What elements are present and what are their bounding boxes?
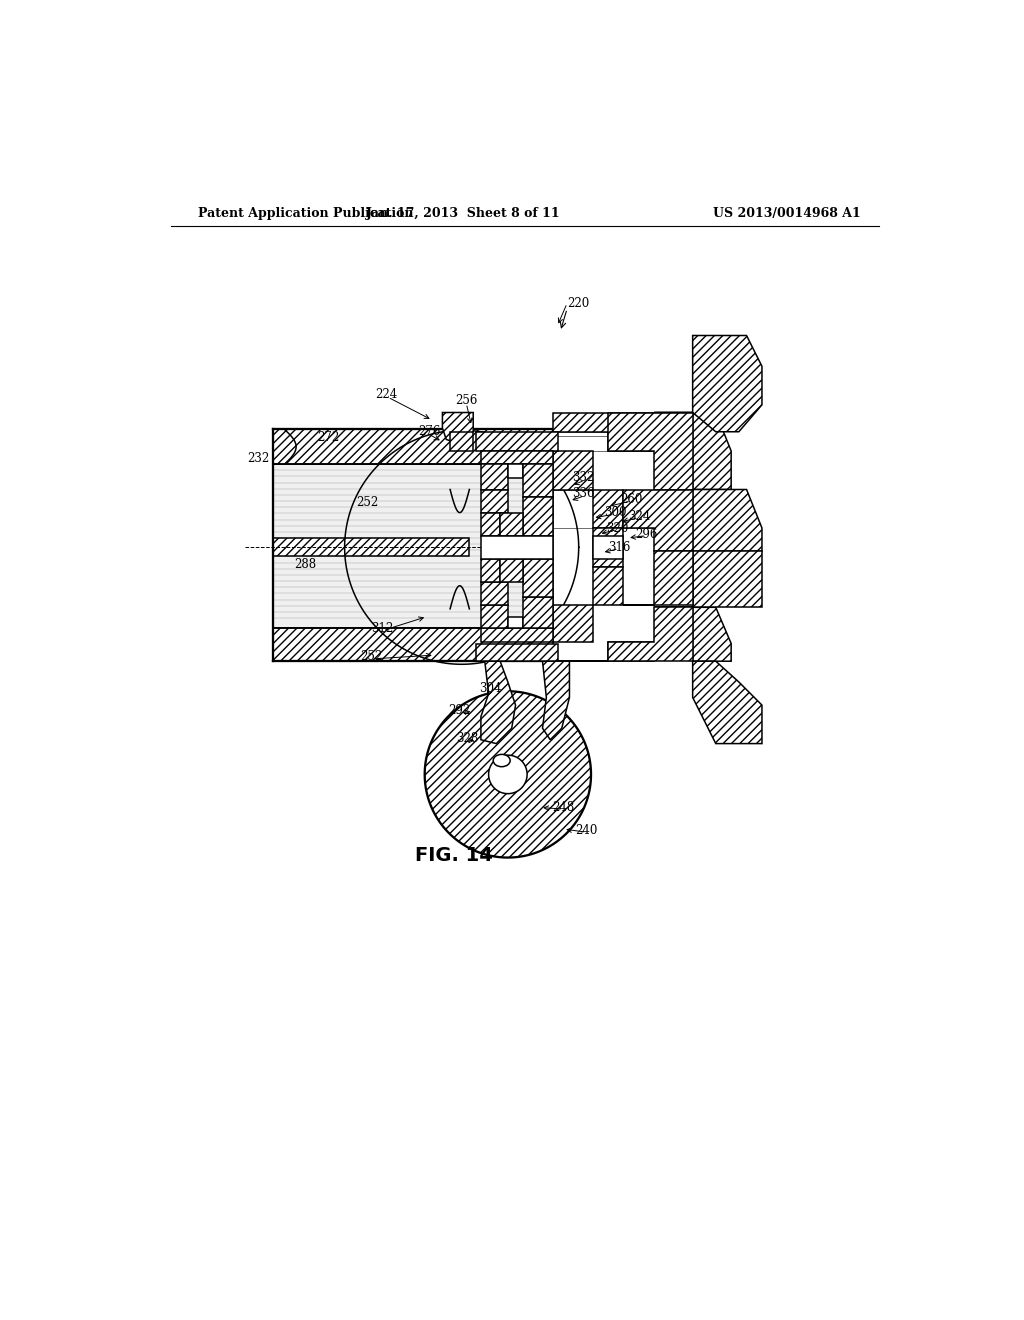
- Text: 256: 256: [456, 395, 478, 408]
- Text: 304: 304: [479, 681, 502, 694]
- Text: 240: 240: [575, 824, 598, 837]
- Polygon shape: [273, 429, 553, 465]
- Polygon shape: [481, 605, 508, 628]
- Text: 300: 300: [604, 506, 627, 519]
- Polygon shape: [508, 465, 523, 478]
- Polygon shape: [624, 490, 692, 552]
- Polygon shape: [481, 490, 508, 512]
- Text: Patent Application Publication: Patent Application Publication: [199, 207, 414, 220]
- Text: 320: 320: [606, 521, 629, 535]
- Polygon shape: [593, 536, 624, 558]
- Polygon shape: [692, 335, 762, 432]
- Text: Jan. 17, 2013  Sheet 8 of 11: Jan. 17, 2013 Sheet 8 of 11: [366, 207, 560, 220]
- Text: 232: 232: [248, 453, 270, 465]
- Polygon shape: [523, 598, 553, 628]
- Polygon shape: [273, 628, 553, 661]
- Polygon shape: [523, 498, 553, 536]
- Text: 328: 328: [457, 731, 478, 744]
- Polygon shape: [475, 432, 558, 451]
- Text: 288: 288: [295, 557, 316, 570]
- Polygon shape: [475, 644, 558, 661]
- Polygon shape: [692, 552, 762, 607]
- Polygon shape: [425, 692, 591, 858]
- Text: US 2013/0014968 A1: US 2013/0014968 A1: [713, 207, 860, 220]
- Polygon shape: [624, 552, 692, 605]
- Polygon shape: [654, 607, 731, 661]
- Polygon shape: [553, 412, 654, 451]
- Text: 224: 224: [376, 388, 397, 401]
- Polygon shape: [553, 605, 593, 642]
- Text: 324: 324: [628, 510, 650, 523]
- Polygon shape: [442, 412, 473, 444]
- Text: 248: 248: [553, 801, 574, 814]
- Polygon shape: [500, 558, 523, 582]
- Text: 220: 220: [567, 297, 590, 310]
- Ellipse shape: [494, 755, 510, 767]
- Text: 252: 252: [356, 496, 379, 510]
- Polygon shape: [488, 755, 527, 793]
- Polygon shape: [273, 465, 553, 628]
- Polygon shape: [481, 628, 553, 642]
- Text: 296: 296: [636, 528, 658, 541]
- Polygon shape: [481, 451, 553, 465]
- Text: 260: 260: [621, 492, 643, 506]
- Text: 292: 292: [449, 704, 471, 717]
- Polygon shape: [523, 465, 553, 498]
- Text: 312: 312: [371, 622, 393, 635]
- Polygon shape: [508, 616, 523, 628]
- Text: 332: 332: [572, 471, 595, 484]
- Polygon shape: [451, 432, 473, 451]
- Polygon shape: [692, 661, 762, 743]
- Polygon shape: [481, 465, 508, 490]
- Polygon shape: [481, 512, 500, 536]
- Polygon shape: [553, 451, 593, 490]
- Polygon shape: [481, 582, 508, 605]
- Polygon shape: [654, 412, 731, 490]
- Text: 252: 252: [360, 649, 382, 663]
- Polygon shape: [481, 558, 500, 582]
- Text: 316: 316: [608, 541, 631, 554]
- Text: 276: 276: [418, 425, 440, 438]
- Polygon shape: [273, 539, 469, 557]
- Polygon shape: [539, 661, 569, 739]
- Polygon shape: [500, 512, 523, 536]
- Text: FIG. 14: FIG. 14: [415, 846, 493, 865]
- Polygon shape: [523, 558, 553, 598]
- Text: 272: 272: [317, 430, 340, 444]
- Polygon shape: [593, 528, 624, 566]
- Polygon shape: [608, 412, 692, 490]
- Polygon shape: [553, 642, 654, 661]
- Polygon shape: [608, 607, 692, 661]
- Polygon shape: [462, 661, 515, 743]
- Polygon shape: [692, 490, 762, 552]
- Polygon shape: [593, 490, 624, 528]
- Text: 336: 336: [572, 487, 595, 500]
- Polygon shape: [481, 536, 553, 558]
- Polygon shape: [593, 566, 624, 605]
